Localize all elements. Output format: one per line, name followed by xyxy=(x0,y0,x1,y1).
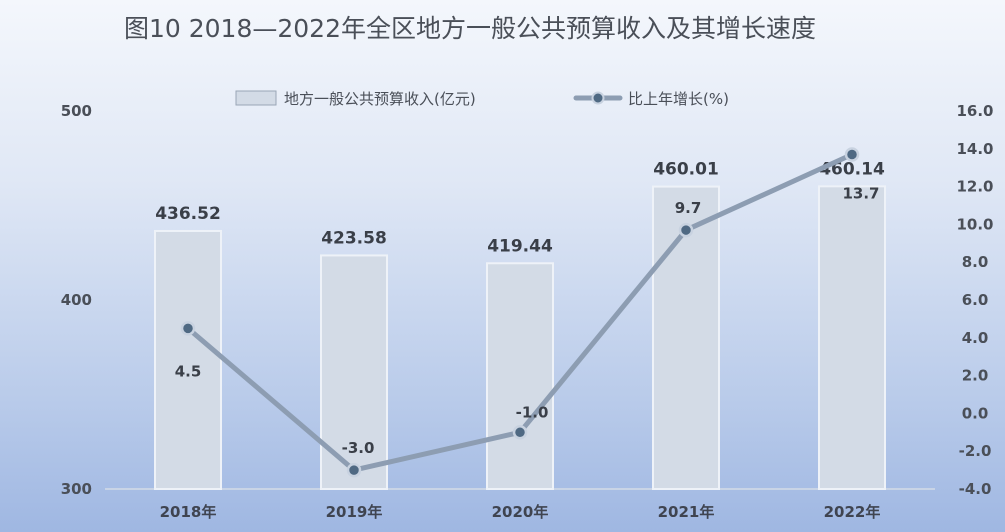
legend-label-line: 比上年增长(%) xyxy=(628,90,729,108)
left-axis: 300 400 500 xyxy=(61,102,92,498)
bar-value-label: 423.58 xyxy=(321,228,387,248)
line-value-label: -1.0 xyxy=(516,403,549,421)
right-tick-label: 6.0 xyxy=(962,291,989,309)
line-value-label: 9.7 xyxy=(675,199,702,217)
right-tick-label: 0.0 xyxy=(962,404,989,422)
category-label: 2021年 xyxy=(658,503,715,521)
right-tick-label: 8.0 xyxy=(962,253,989,271)
line-point xyxy=(180,321,196,336)
category-axis: 2018年 2019年 2020年 2021年 2022年 xyxy=(160,503,881,521)
right-axis: -4.0 -2.0 0.0 2.0 4.0 6.0 8.0 10.0 12.0 14.0 16.0 xyxy=(956,102,993,498)
right-tick-label: 16.0 xyxy=(956,102,993,120)
line-point xyxy=(512,425,528,440)
line-value-label: 13.7 xyxy=(842,184,879,202)
legend-marker-line xyxy=(591,91,605,105)
legend-swatch-bar xyxy=(235,90,277,106)
line-point xyxy=(844,147,860,162)
bar-value-label: 436.52 xyxy=(155,204,221,224)
bar xyxy=(320,254,388,490)
right-tick-label: 10.0 xyxy=(956,215,993,233)
legend: 地方一般公共预算收入(亿元) 比上年增长(%) xyxy=(235,90,729,108)
right-tick-label: 14.0 xyxy=(956,140,993,158)
bar xyxy=(154,229,222,490)
line-value-label: 4.5 xyxy=(175,362,202,380)
category-label: 2020年 xyxy=(492,503,549,521)
right-tick-label: 12.0 xyxy=(956,178,993,196)
right-tick-label: 4.0 xyxy=(962,329,989,347)
right-tick-label: -4.0 xyxy=(959,480,992,498)
category-label: 2019年 xyxy=(326,503,383,521)
left-tick-label: 400 xyxy=(61,291,92,309)
line-point xyxy=(678,222,694,238)
line-point xyxy=(346,462,362,478)
category-label: 2018年 xyxy=(160,503,217,521)
left-tick-label: 300 xyxy=(61,480,92,498)
chart-title: 图10 2018—2022年全区地方一般公共预算收入及其增长速度 xyxy=(124,14,816,43)
right-tick-label: 2.0 xyxy=(962,367,989,385)
line-series: 4.5 -3.0 -1.0 9.7 13.7 xyxy=(175,147,880,478)
line-value-label: -3.0 xyxy=(342,439,375,457)
left-tick-label: 500 xyxy=(61,102,92,120)
category-label: 2022年 xyxy=(824,503,881,521)
bar xyxy=(486,262,554,490)
right-tick-label: -2.0 xyxy=(959,442,992,460)
bar-value-label: 419.44 xyxy=(487,236,553,256)
bar xyxy=(652,185,720,491)
bar xyxy=(818,185,886,491)
legend-label-bar: 地方一般公共预算收入(亿元) xyxy=(284,90,476,108)
bar-value-label: 460.01 xyxy=(653,160,719,180)
